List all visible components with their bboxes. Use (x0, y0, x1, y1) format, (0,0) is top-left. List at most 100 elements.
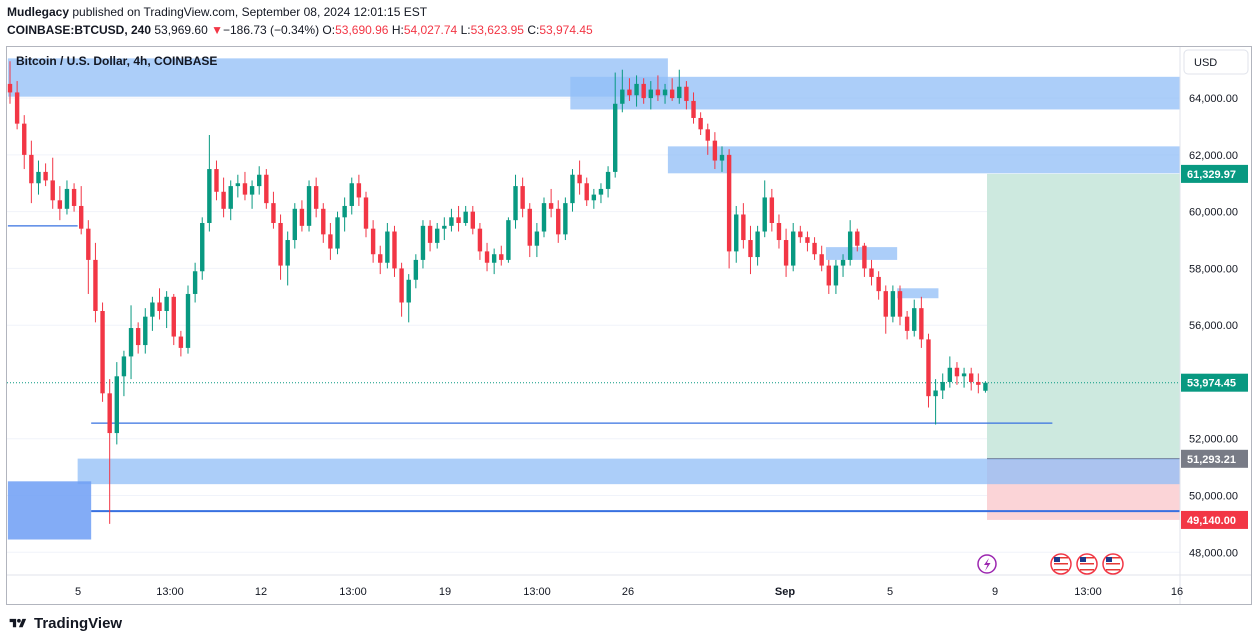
candle-body[interactable] (427, 225, 433, 243)
candle-body[interactable] (370, 228, 376, 255)
candle-body[interactable] (399, 268, 404, 303)
candle-body[interactable] (912, 308, 917, 331)
candle-body[interactable] (520, 186, 525, 209)
lightning-icon[interactable] (977, 554, 997, 574)
candle-body[interactable] (499, 254, 504, 260)
zone-rectangle[interactable] (7, 481, 92, 540)
candle-body[interactable] (435, 228, 440, 243)
candle-body[interactable] (527, 208, 532, 246)
candle-body[interactable] (71, 188, 77, 206)
candle-body[interactable] (86, 228, 91, 260)
candle-body[interactable] (620, 89, 625, 104)
candle-body[interactable] (356, 183, 362, 198)
candle-body[interactable] (57, 200, 63, 209)
candle-body[interactable] (442, 225, 447, 229)
candle-body[interactable] (178, 336, 184, 348)
candle-body[interactable] (50, 180, 55, 201)
candle-body[interactable] (570, 174, 575, 204)
candle-body[interactable] (14, 92, 20, 124)
candle-body[interactable] (299, 208, 305, 226)
candle-body[interactable] (328, 234, 333, 249)
candle-body[interactable] (342, 205, 347, 218)
candle-body[interactable] (164, 296, 169, 311)
position-target-area[interactable] (987, 173, 1180, 459)
candle-body[interactable] (271, 203, 276, 223)
candle-body[interactable] (449, 217, 454, 226)
candle-body[interactable] (961, 373, 967, 377)
candle-body[interactable] (257, 174, 262, 187)
candle-body[interactable] (919, 308, 924, 340)
candle-body[interactable] (378, 254, 383, 263)
currency-button[interactable] (1183, 49, 1249, 75)
us-flag-icon[interactable] (1050, 553, 1072, 575)
candle-body[interactable] (684, 86, 689, 101)
candle-body[interactable] (385, 231, 390, 263)
candle-body[interactable] (335, 217, 340, 249)
candle-body[interactable] (726, 154, 732, 252)
candle-body[interactable] (100, 311, 105, 394)
candle-body[interactable] (954, 367, 960, 377)
candle-body[interactable] (29, 154, 34, 184)
candle-body[interactable] (185, 293, 191, 348)
candle-body[interactable] (556, 208, 561, 235)
candle-body[interactable] (783, 240, 789, 266)
candle-body[interactable] (207, 169, 212, 223)
candle-body[interactable] (584, 183, 589, 201)
candle-body[interactable] (456, 217, 461, 223)
candle-body[interactable] (847, 231, 853, 260)
us-flag-icon[interactable] (1102, 553, 1124, 575)
candle-body[interactable] (897, 291, 903, 317)
candle-body[interactable] (484, 251, 490, 263)
candle-body[interactable] (313, 186, 319, 209)
candle-body[interactable] (470, 211, 475, 229)
candle-body[interactable] (36, 171, 41, 184)
candle-body[interactable] (926, 339, 931, 397)
candle-body[interactable] (855, 231, 860, 246)
candle-body[interactable] (983, 382, 988, 391)
candle-body[interactable] (249, 186, 255, 195)
candle-body[interactable] (791, 231, 796, 266)
candle-body[interactable] (976, 381, 981, 385)
candle-body[interactable] (869, 268, 874, 277)
candle-body[interactable] (135, 328, 141, 346)
candle-body[interactable] (79, 205, 84, 229)
candle-body[interactable] (292, 208, 297, 241)
candle-body[interactable] (7, 83, 13, 93)
candle-body[interactable] (392, 231, 397, 269)
candle-body[interactable] (691, 100, 696, 118)
candle-body[interactable] (200, 223, 205, 272)
candle-body[interactable] (677, 86, 682, 99)
candle-body[interactable] (969, 373, 974, 382)
candle-body[interactable] (221, 191, 226, 209)
candle-body[interactable] (477, 228, 483, 252)
candle-body[interactable] (491, 254, 497, 263)
candle-body[interactable] (577, 174, 582, 184)
candle-body[interactable] (278, 223, 283, 266)
candle-body[interactable] (904, 316, 910, 331)
candle-body[interactable] (64, 188, 70, 209)
zone-rectangle[interactable] (667, 146, 1180, 174)
candle-body[interactable] (214, 169, 219, 192)
candle-body[interactable] (641, 83, 646, 99)
candle-body[interactable] (769, 197, 775, 223)
footer-brand[interactable]: TradingView (8, 615, 122, 632)
candle-body[interactable] (940, 381, 945, 391)
candle-body[interactable] (833, 265, 839, 286)
candle-body[interactable] (662, 89, 668, 96)
us-flag-icon[interactable] (1076, 553, 1098, 575)
candle-body[interactable] (242, 183, 248, 195)
candle-body[interactable] (598, 188, 604, 195)
candle-body[interactable] (762, 197, 767, 232)
candle-body[interactable] (306, 186, 312, 226)
candle-body[interactable] (22, 123, 27, 155)
candle-body[interactable] (862, 245, 867, 269)
candle-body[interactable] (613, 103, 618, 172)
candle-body[interactable] (755, 231, 760, 258)
candle-body[interactable] (121, 356, 127, 377)
candle-body[interactable] (406, 279, 411, 303)
candle-body[interactable] (321, 208, 326, 235)
candle-body[interactable] (591, 194, 597, 201)
candle-body[interactable] (143, 316, 148, 346)
candle-body[interactable] (43, 171, 48, 181)
